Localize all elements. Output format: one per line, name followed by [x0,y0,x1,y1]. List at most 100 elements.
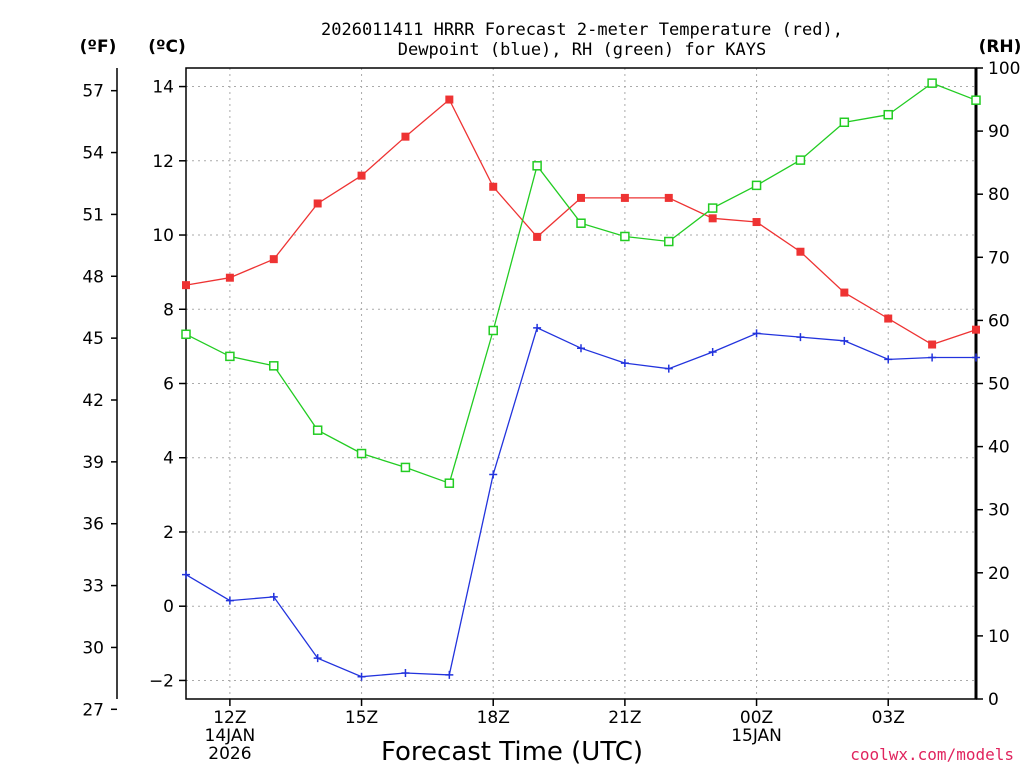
fahrenheit-tick-label: 48 [82,267,104,287]
rh-tick-label: 60 [988,311,1010,331]
relative-humidity-point [751,180,762,191]
fahrenheit-tick-label: 51 [82,205,104,225]
2-meter-temperature-point [313,199,322,208]
fahrenheit-axis: 27 30 33 36 39 42 45 48 51 54 57 [82,82,117,720]
plot-frame [185,67,977,700]
time-tick-label: 18Z [477,708,510,728]
relative-humidity-point [400,462,411,473]
time-tick-label: 2026 [208,744,251,764]
relative-humidity-point [181,329,191,340]
x-axis-label: Forecast Time (UTC) [381,737,643,767]
2-meter-temperature-point [884,314,893,323]
relative-humidity-point [269,361,279,371]
dewpoint-point [620,359,629,368]
2-meter-temperature-point [928,340,937,349]
dewpoint-point [401,669,410,678]
rh-tick-label: 20 [988,564,1010,584]
dewpoint-point [577,344,585,353]
celsius-tick-label: 6 [163,375,174,395]
relative-humidity-point [883,109,893,120]
relative-humidity-line [185,82,977,485]
fahrenheit-tick-label: 27 [82,700,104,720]
dewpoint-point [269,592,278,601]
relative-humidity-point [225,351,235,362]
rh-tick-label: 50 [988,375,1010,395]
dewpoint-point [664,364,673,373]
relative-humidity-point [664,236,674,247]
credit-link[interactable]: coolwx.com/models [850,745,1014,764]
2-meter-temperature-point [401,132,410,141]
celsius-tick-label: 14 [152,78,174,98]
celsius-tick-label: 4 [163,449,174,469]
rh-tick-label: 90 [988,122,1010,142]
rh-tick-label: 40 [988,438,1010,458]
chart-title-line2: Dewpoint (blue), RH (green) for KAYS [398,40,766,60]
relative-humidity-point [620,231,630,242]
relative-humidity-point [312,425,323,435]
dewpoint-point [708,347,717,356]
fahrenheit-tick-label: 45 [82,329,104,349]
2-meter-temperature-point [752,218,761,227]
dewpoint-point [840,336,849,345]
relative-humidity-point [444,478,455,488]
relative-humidity-point [532,161,542,171]
rh-tick-label: 30 [988,501,1010,521]
rh-tick-label: 0 [988,690,999,710]
2-meter-temperature-point [577,193,585,202]
2-meter-temperature-point [796,247,805,256]
fahrenheit-tick-label: 42 [82,391,104,411]
relative-humidity-point [795,155,806,165]
relative-humidity-point [356,448,367,459]
dewpoint-point [445,670,454,679]
2-meter-temperature-series [182,95,980,349]
fahrenheit-tick-label: 33 [82,577,104,597]
2-meter-temperature-point [708,214,717,223]
relative-humidity-point [839,117,850,128]
relative-humidity-series [181,78,981,488]
celsius-tick-label: 10 [152,226,174,246]
time-tick-label: 21Z [608,708,641,728]
dewpoint-point [225,596,234,605]
2-meter-temperature-point [225,273,234,282]
dewpoint-point [796,333,805,342]
celsius-tick-label: 8 [163,300,174,320]
series-layer [181,78,981,681]
rh-tick-label: 10 [988,627,1010,647]
dewpoint-point [489,470,498,479]
rh-axis: 0 10 20 30 40 50 60 70 80 90 100 [976,59,1020,710]
fahrenheit-tick-label: 30 [82,638,104,658]
rh-tick-label: 70 [988,248,1010,268]
celsius-axis-unit: (ºC) [148,37,186,57]
time-tick-label: 12Z [213,708,246,728]
relative-humidity-point [971,95,981,105]
2-meter-temperature-point [269,255,278,264]
dewpoint-point [972,353,980,362]
celsius-axis: −2 0 2 4 6 8 10 12 14 [149,78,186,691]
time-tick-label: 14JAN [205,726,256,746]
dewpoint-point [357,672,366,681]
dewpoint-point [533,323,542,332]
time-tick-label: 15Z [345,708,378,728]
2-meter-temperature-point [182,281,190,290]
2-meter-temperature-point [445,95,454,104]
time-tick-label: 00Z [740,708,773,728]
fahrenheit-tick-label: 39 [82,453,104,473]
celsius-tick-label: 0 [163,597,174,617]
2-meter-temperature-point [533,232,542,241]
2-meter-temperature-point [972,325,980,334]
fahrenheit-tick-label: 36 [82,515,104,535]
relative-humidity-point [576,218,586,228]
fahrenheit-tick-label: 54 [82,144,104,164]
fahrenheit-tick-label: 57 [82,82,104,102]
gridlines [186,68,976,699]
celsius-tick-label: −2 [149,671,174,691]
2-meter-temperature-point [840,288,849,297]
dewpoint-point [928,353,937,362]
time-tick-label: 03Z [872,708,905,728]
celsius-tick-label: 2 [163,523,174,543]
2-meter-temperature-point [664,193,673,202]
time-tick-label: 15JAN [731,726,782,746]
dewpoint-point [313,654,322,663]
dewpoint-point [884,355,893,364]
